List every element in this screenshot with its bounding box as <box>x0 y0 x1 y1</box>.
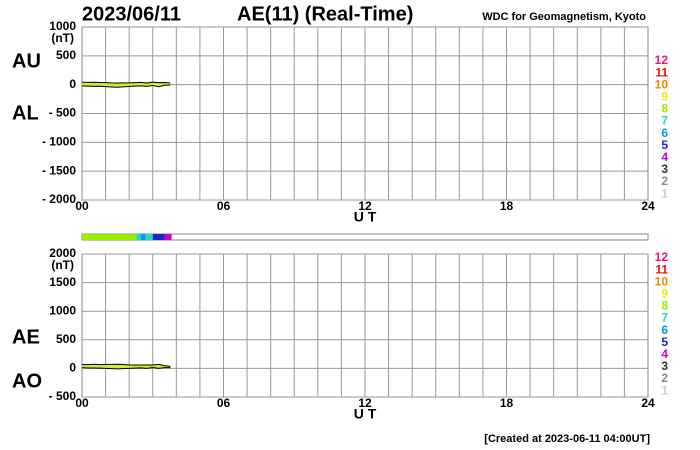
y-unit: (nT) <box>51 31 74 45</box>
level-label: 12 <box>655 53 669 67</box>
series-line <box>82 363 171 367</box>
level-label: 12 <box>655 250 669 264</box>
y-tick-label: 1000 <box>49 19 76 33</box>
level-label: 9 <box>661 286 668 300</box>
y-tick-label: 1500 <box>49 275 76 289</box>
title: AE(11) (Real-Time) <box>237 3 413 25</box>
coverage-segment <box>164 234 172 240</box>
coverage-segment <box>82 234 137 240</box>
y-unit: (nT) <box>51 258 74 272</box>
level-label: 7 <box>661 114 668 128</box>
level-label: 2 <box>661 371 668 385</box>
level-label: 10 <box>655 77 669 91</box>
series-label: AU <box>12 50 41 72</box>
footer: [Created at 2023-06-11 04:00UT] <box>484 433 650 445</box>
source: WDC for Geomagnetism, Kyoto <box>482 11 646 23</box>
level-label: 3 <box>661 162 668 176</box>
y-tick-label: - 500 <box>49 106 77 120</box>
y-tick-label: - 1500 <box>42 163 76 177</box>
x-tick-label: 18 <box>500 396 514 410</box>
x-axis-label: U T <box>354 209 377 225</box>
series-label: AE <box>12 326 40 348</box>
series-label: AL <box>12 102 39 124</box>
x-tick-label: 06 <box>217 199 231 213</box>
level-label: 5 <box>661 138 668 152</box>
y-tick-label: 500 <box>56 48 76 62</box>
level-label: 11 <box>655 65 668 79</box>
y-tick-label: 0 <box>69 361 76 375</box>
series-label: AO <box>12 370 42 392</box>
series-line <box>81 81 171 84</box>
level-label: 6 <box>661 323 668 337</box>
coverage-segment <box>145 234 153 240</box>
y-tick-label: 2000 <box>49 246 76 260</box>
level-label: 1 <box>661 186 668 200</box>
date: 2023/06/11 <box>82 3 181 25</box>
level-label: 7 <box>661 311 668 325</box>
x-tick-label: 12 <box>358 396 372 410</box>
level-label: 11 <box>655 262 668 276</box>
level-label: 3 <box>661 359 668 373</box>
level-label: 9 <box>661 89 668 103</box>
x-tick-label: 12 <box>358 199 372 213</box>
x-tick-label: 24 <box>641 199 655 213</box>
y-tick-label: - 500 <box>49 389 77 403</box>
x-tick-label: 00 <box>75 396 89 410</box>
x-tick-label: 24 <box>641 396 655 410</box>
level-label: 6 <box>661 126 668 140</box>
level-label: 2 <box>661 174 668 188</box>
y-tick-label: 1000 <box>49 303 76 317</box>
series-line <box>81 84 171 88</box>
coverage-segment <box>140 234 146 240</box>
y-tick-label: 500 <box>56 332 76 346</box>
x-tick-label: 18 <box>500 199 514 213</box>
x-axis-label: U T <box>354 406 377 422</box>
level-label: 4 <box>661 347 668 361</box>
level-label: 4 <box>661 150 668 164</box>
level-label: 8 <box>661 299 668 313</box>
coverage-segment <box>152 234 165 240</box>
y-tick-label: 0 <box>69 77 76 91</box>
coverage-segment <box>136 234 141 240</box>
level-label: 10 <box>655 274 669 288</box>
y-tick-label: - 1000 <box>42 135 76 149</box>
x-tick-label: 06 <box>217 396 231 410</box>
level-label: 8 <box>661 102 668 116</box>
level-label: 1 <box>661 383 668 397</box>
y-tick-label: - 2000 <box>42 192 76 206</box>
x-tick-label: 00 <box>75 199 89 213</box>
level-label: 5 <box>661 335 668 349</box>
series-line <box>81 367 171 370</box>
